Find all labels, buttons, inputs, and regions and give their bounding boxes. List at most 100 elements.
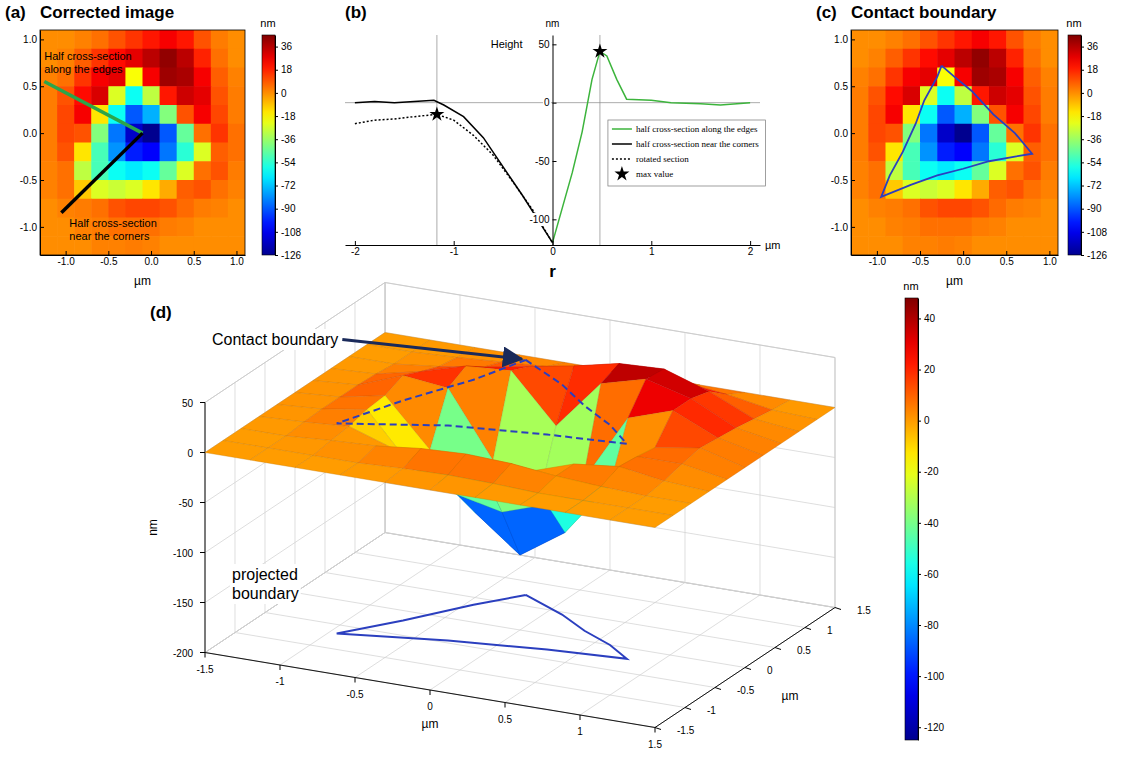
heat-cell xyxy=(972,124,990,143)
axis-title: µm xyxy=(765,239,781,251)
heat-cell xyxy=(74,124,92,143)
plot-area xyxy=(40,30,245,255)
label-patch xyxy=(230,564,301,604)
heat-cell xyxy=(989,218,1007,237)
heat-cell xyxy=(989,124,1007,143)
heat-cell xyxy=(125,105,143,124)
tick-label: 2 xyxy=(748,246,754,257)
tick-mark xyxy=(280,665,281,670)
tick-label: -100 xyxy=(924,671,944,682)
heat-cell xyxy=(920,180,938,199)
annotation: Half cross-sectionalong the edges xyxy=(44,50,131,75)
tick-mark xyxy=(805,628,811,630)
axis: 500-50-100 xyxy=(528,36,556,246)
heat-cell xyxy=(851,218,869,237)
tick-mark xyxy=(918,574,921,575)
tick: 0 xyxy=(1081,88,1093,99)
tick-label: 0 xyxy=(427,701,433,712)
tick-label: -150 xyxy=(173,598,193,609)
text-line: projected xyxy=(232,566,298,583)
tick-label: -1 xyxy=(450,246,459,257)
legend: half cross-section along the edgeshalf c… xyxy=(608,120,765,186)
tick-mark xyxy=(1081,162,1084,163)
heat-cell xyxy=(903,236,921,255)
heat-cell xyxy=(989,68,1007,87)
axis-title: nm xyxy=(146,519,160,536)
heat-cell xyxy=(851,86,869,105)
heat-cell xyxy=(851,180,869,199)
axis-line xyxy=(553,36,554,246)
tick-mark xyxy=(553,161,557,162)
tick-mark xyxy=(275,255,278,256)
tick-mark xyxy=(1081,209,1084,210)
annotation: Contact boundary xyxy=(212,331,338,348)
heat-cell xyxy=(228,30,245,49)
heat-cell xyxy=(955,236,973,255)
tick: -18 xyxy=(275,111,296,122)
tick-mark xyxy=(918,727,921,728)
tick-mark xyxy=(963,251,964,255)
tick: -0.5 xyxy=(20,175,44,186)
tick-label: 50 xyxy=(538,39,550,50)
heat-cell xyxy=(91,199,109,218)
tick-label: 0 xyxy=(187,448,193,459)
heat-cell xyxy=(989,199,1007,218)
heat-cell xyxy=(1041,199,1058,218)
heat-cell xyxy=(903,161,921,180)
tick-mark xyxy=(651,241,652,245)
heat-cell xyxy=(160,180,178,199)
colorbar-scale xyxy=(1068,35,1081,255)
heat-cell xyxy=(57,124,75,143)
heat-cell xyxy=(955,124,973,143)
heat-cell xyxy=(937,199,955,218)
axis-line xyxy=(851,31,852,256)
heat-cell xyxy=(108,199,126,218)
tick-label: -200 xyxy=(173,648,193,659)
heat-cell xyxy=(57,30,75,49)
heat-cell xyxy=(211,161,229,180)
grid-line xyxy=(205,403,206,653)
heat-cell xyxy=(160,68,178,87)
heat-cell xyxy=(228,180,245,199)
heat-cell xyxy=(74,161,92,180)
tick: 0.0 xyxy=(834,128,855,139)
heat-cell xyxy=(1024,105,1042,124)
heat-cell xyxy=(143,49,161,68)
tick: -0.5 xyxy=(831,175,855,186)
heat-cell xyxy=(194,86,212,105)
heat-cell xyxy=(211,68,229,87)
heat-cell xyxy=(989,161,1007,180)
tick-label: -36 xyxy=(1087,134,1102,145)
heat-cell xyxy=(1024,124,1042,143)
heat-cell xyxy=(989,236,1007,255)
heat-cell xyxy=(1006,236,1024,255)
heat-cell xyxy=(143,161,161,180)
heat-cell xyxy=(143,143,161,162)
legend-entry: half cross-section near the corners xyxy=(636,139,759,149)
annotation: r xyxy=(549,262,556,281)
tick: 18 xyxy=(275,64,293,75)
heat-cell xyxy=(57,180,75,199)
colorbar-title: nm xyxy=(260,17,275,29)
tick-mark xyxy=(275,70,278,71)
heat-cell xyxy=(160,199,178,218)
heat-cell xyxy=(1006,161,1024,180)
axis: 36180-18-36-54-72-90-108-126 xyxy=(275,36,301,261)
tick-mark xyxy=(1081,47,1084,48)
tick-mark xyxy=(40,227,44,228)
tick: -1.0 xyxy=(58,251,76,267)
tick-label: 0 xyxy=(924,415,930,426)
heat-cell xyxy=(1041,124,1058,143)
grid-line xyxy=(835,358,836,608)
tick-mark xyxy=(205,653,206,658)
heat-cell xyxy=(57,161,75,180)
reference-line xyxy=(436,35,437,245)
annotation-line xyxy=(44,82,142,134)
tick: -1.0 xyxy=(869,251,887,267)
tick-label: -100 xyxy=(529,214,549,225)
tick-label: -40 xyxy=(924,518,939,529)
heat-cell xyxy=(194,218,212,237)
annotation: Height xyxy=(491,38,523,50)
tick-mark xyxy=(1049,251,1050,255)
axis-line xyxy=(205,403,206,653)
